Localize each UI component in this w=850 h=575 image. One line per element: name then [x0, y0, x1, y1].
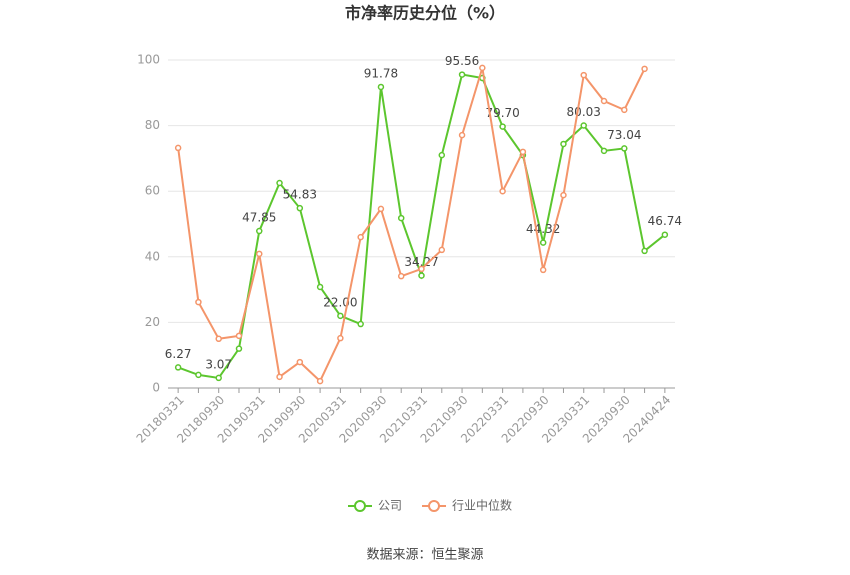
- data-label: 54.83: [283, 188, 317, 202]
- data-point: [256, 227, 263, 235]
- data-point: [560, 140, 567, 148]
- data-label: 22.00: [323, 295, 357, 309]
- data-point: [539, 239, 547, 246]
- data-label: 80.03: [567, 105, 601, 119]
- data-point: [357, 320, 364, 328]
- y-tick-label: 100: [137, 53, 160, 67]
- data-point: [215, 374, 222, 382]
- series-line: [177, 73, 666, 380]
- data-point: [174, 364, 182, 371]
- data-point: [438, 246, 446, 254]
- data-point: [499, 123, 506, 130]
- data-point: [357, 233, 364, 241]
- data-point: [519, 148, 527, 156]
- source: 数据来源：恒生聚源: [366, 548, 483, 563]
- data-point: [235, 345, 243, 352]
- data-label: 46.74: [648, 214, 682, 228]
- data-point: [621, 145, 628, 152]
- data-point: [499, 187, 506, 195]
- data-point: [438, 151, 446, 159]
- data-point: [337, 312, 344, 320]
- data-label: 34.27: [404, 255, 438, 269]
- data-point: [377, 83, 385, 91]
- data-point: [600, 97, 608, 105]
- data-label: 73.04: [607, 128, 641, 142]
- data-point: [296, 204, 304, 212]
- y-tick-label: 20: [145, 315, 160, 329]
- y-tick-label: 0: [152, 381, 160, 395]
- data-point: [661, 231, 669, 238]
- data-point: [296, 358, 304, 366]
- data-point: [641, 65, 648, 73]
- data-point: [174, 144, 182, 152]
- legend-label: 行业中位数: [452, 498, 512, 513]
- y-tick-label: 40: [145, 249, 160, 263]
- data-point: [458, 71, 466, 78]
- data-point: [276, 179, 283, 187]
- data-label: 79.70: [485, 106, 519, 120]
- data-point: [458, 131, 466, 139]
- data-point: [215, 335, 222, 343]
- data-point: [479, 64, 486, 72]
- data-point: [195, 371, 202, 379]
- data-point: [235, 332, 243, 340]
- legend-marker: [428, 500, 441, 512]
- data-point: [377, 205, 385, 213]
- legend-marker: [354, 500, 366, 512]
- data-point: [316, 283, 324, 291]
- data-label: 3.07: [205, 357, 232, 371]
- chart-title: 市净率历史分位（%）: [345, 4, 505, 23]
- data-point: [397, 272, 405, 280]
- data-label: 95.56: [445, 54, 479, 68]
- data-point: [641, 247, 648, 255]
- data-point: [276, 373, 283, 381]
- data-label: 47.85: [242, 211, 276, 225]
- data-point: [397, 214, 405, 222]
- data-point: [600, 147, 608, 155]
- legend-label: 公司: [378, 499, 402, 513]
- y-tick-label: 80: [145, 118, 160, 132]
- data-label: 91.78: [364, 66, 398, 80]
- data-point: [256, 250, 263, 258]
- data-point: [195, 298, 202, 306]
- data-point: [560, 191, 567, 199]
- data-point: [337, 334, 344, 342]
- data-point: [580, 71, 587, 79]
- data-point: [316, 377, 324, 385]
- data-point: [418, 265, 425, 273]
- data-point: [580, 122, 587, 129]
- data-point: [539, 266, 547, 274]
- data-point: [621, 106, 628, 114]
- y-tick-label: 60: [145, 184, 160, 198]
- series-line: [177, 67, 646, 383]
- data-label: 6.27: [165, 347, 192, 361]
- data-point: [418, 272, 425, 279]
